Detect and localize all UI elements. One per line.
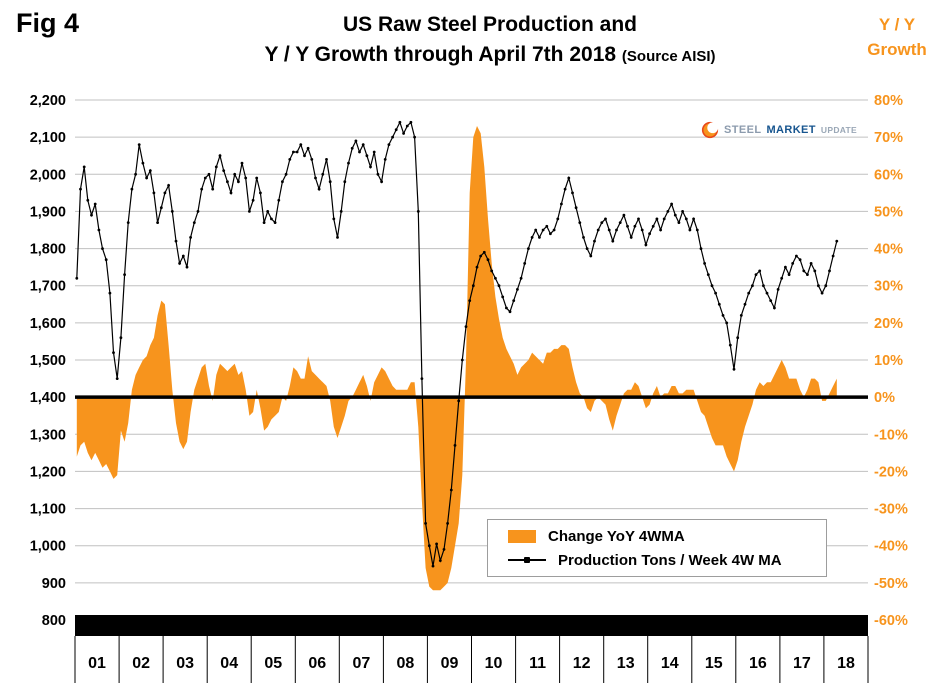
legend-production-label: Production Tons / Week 4W MA [558, 551, 782, 569]
steel-market-update-watermark: STEEL MARKET UPDATE [701, 121, 857, 139]
svg-text:1,400: 1,400 [30, 390, 66, 406]
svg-text:-40%: -40% [874, 539, 908, 555]
svg-text:1,700: 1,700 [30, 279, 66, 295]
legend-item-yoy: Change YoY 4WMA [508, 528, 826, 545]
svg-text:800: 800 [42, 613, 66, 629]
svg-text:13: 13 [617, 655, 635, 672]
chart-title: US Raw Steel Production and Y / Y Growth… [150, 10, 830, 72]
legend: Change YoY 4WMA Production Tons / Week 4… [487, 519, 827, 577]
svg-text:40%: 40% [874, 242, 903, 258]
svg-text:07: 07 [353, 655, 371, 672]
svg-text:14: 14 [661, 655, 679, 672]
svg-text:05: 05 [264, 655, 282, 672]
watermark-steel: STEEL [724, 124, 762, 136]
svg-text:12: 12 [573, 655, 591, 672]
yoy-area-series [76, 126, 837, 591]
svg-text:20%: 20% [874, 316, 903, 332]
svg-text:17: 17 [793, 655, 811, 672]
svg-text:-60%: -60% [874, 613, 908, 629]
svg-text:02: 02 [132, 655, 150, 672]
right-axis-ticks: -60% -50% -40% -30% -20% -10% 0% 10% 20% 30% 40% 50… [874, 93, 908, 629]
svg-text:900: 900 [42, 576, 66, 592]
svg-text:80%: 80% [874, 93, 903, 109]
svg-text:08: 08 [397, 655, 415, 672]
legend-line-swatch [508, 557, 546, 563]
x-axis-year-labels: 01 02 03 04 05 06 07 08 09 10 11 12 13 14 15 16 17 18 [74, 636, 869, 683]
left-axis-ticks: 800 900 1,000 1,100 1,200 1,300 1,400 1,500 1,60… [30, 93, 66, 629]
figure-label: Fig 4 [16, 8, 80, 38]
svg-text:04: 04 [220, 655, 238, 672]
svg-text:15: 15 [705, 655, 723, 672]
svg-text:10%: 10% [874, 353, 903, 369]
legend-item-production: Production Tons / Week 4W MA [508, 552, 826, 569]
legend-line-marker [524, 557, 530, 563]
right-axis-title-line2: Growth [867, 40, 927, 59]
svg-text:30%: 30% [874, 279, 903, 295]
svg-text:18: 18 [837, 655, 855, 672]
right-axis-title: Y / Y Growth [860, 12, 934, 62]
watermark-market: MARKET [766, 124, 816, 136]
svg-text:11: 11 [529, 655, 546, 672]
chart-title-line1: US Raw Steel Production and [342, 13, 638, 36]
x-axis-bar [75, 615, 868, 636]
legend-area-swatch [508, 529, 536, 543]
svg-text:1,900: 1,900 [30, 204, 66, 220]
smu-swirl-icon [701, 121, 719, 139]
svg-text:2,100: 2,100 [30, 130, 66, 146]
svg-text:1,500: 1,500 [30, 353, 66, 369]
svg-text:-50%: -50% [874, 576, 908, 592]
chart-title-source: (Source AISI) [621, 48, 716, 65]
svg-text:03: 03 [176, 655, 194, 672]
svg-text:09: 09 [441, 655, 459, 672]
svg-text:2,200: 2,200 [30, 93, 66, 109]
svg-text:0%: 0% [874, 390, 895, 406]
svg-text:-20%: -20% [874, 464, 908, 480]
svg-text:01: 01 [88, 655, 106, 672]
svg-text:2,000: 2,000 [30, 167, 66, 183]
svg-text:1,800: 1,800 [30, 242, 66, 258]
chart-title-line2: Y / Y Growth through April 7th 2018 [264, 43, 617, 66]
svg-text:1,300: 1,300 [30, 427, 66, 443]
svg-text:1,200: 1,200 [30, 464, 66, 480]
legend-yoy-label: Change YoY 4WMA [548, 527, 685, 545]
production-markers [75, 120, 839, 568]
svg-text:-30%: -30% [874, 502, 908, 518]
watermark-update: UPDATE [820, 125, 858, 135]
production-line-series [76, 120, 838, 567]
svg-text:-10%: -10% [874, 427, 908, 443]
svg-text:60%: 60% [874, 167, 903, 183]
svg-text:50%: 50% [874, 204, 903, 220]
svg-text:06: 06 [308, 655, 326, 672]
svg-text:1,600: 1,600 [30, 316, 66, 332]
svg-text:16: 16 [749, 655, 767, 672]
svg-text:70%: 70% [874, 130, 903, 146]
svg-text:10: 10 [485, 655, 503, 672]
svg-text:1,000: 1,000 [30, 539, 66, 555]
right-axis-title-line1: Y / Y [878, 15, 916, 34]
svg-text:1,100: 1,100 [30, 502, 66, 518]
